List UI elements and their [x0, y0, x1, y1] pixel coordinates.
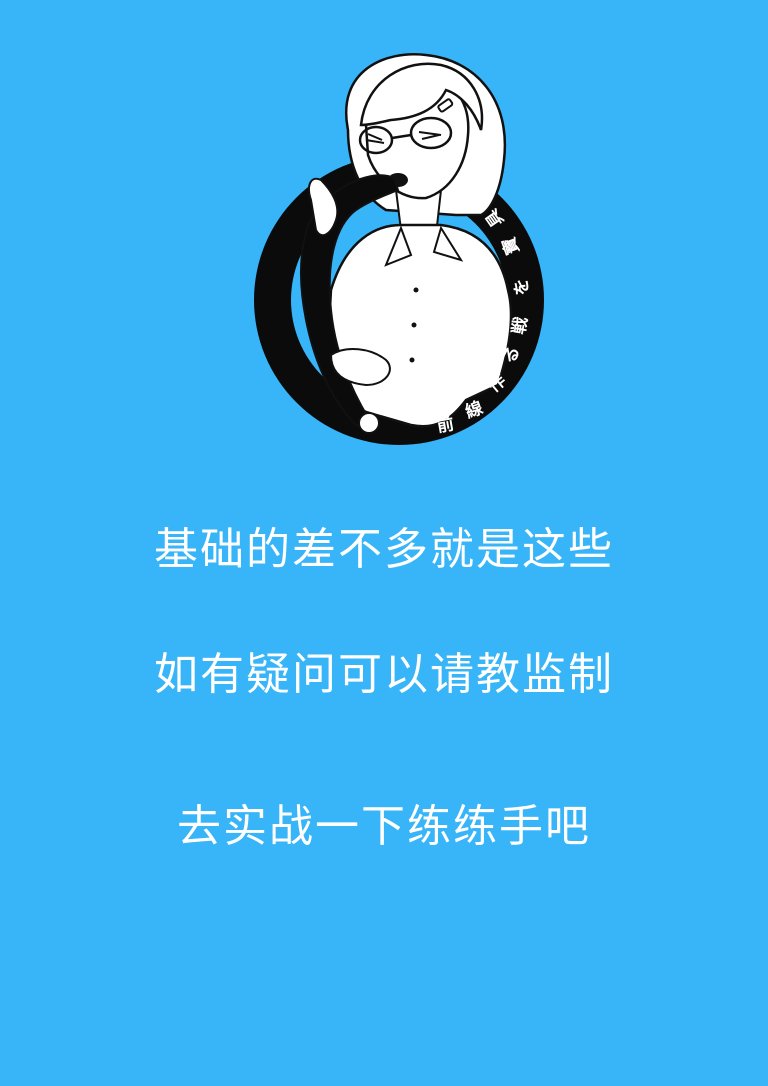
- ring-char-1: 前: [435, 413, 455, 437]
- glasses-left-lens: [358, 125, 394, 155]
- shirt-button-1: [413, 287, 419, 293]
- hair-clip: [437, 98, 454, 113]
- shirt-button-3: [409, 357, 415, 363]
- message-line-1: 基础的差不多就是这些: [154, 524, 614, 575]
- eye-right: [418, 131, 442, 140]
- hair-fringe: [359, 62, 484, 131]
- ring-char-6: を: [512, 278, 533, 297]
- ring-char-2: 線: [463, 397, 486, 423]
- message-line-2: 如有疑问可以请教监制: [154, 649, 614, 700]
- ring-char-7: 寶: [498, 234, 524, 257]
- tube-end-badge: [358, 412, 380, 434]
- collar-left: [384, 225, 413, 267]
- illustrated-girl-with-glasses-logo-icon: 前 線 作 る 戦 を 寶 具: [254, 53, 544, 445]
- ring-char-5: 戦: [508, 314, 532, 335]
- hand-right: [329, 348, 391, 387]
- collar-right: [432, 225, 464, 262]
- shirt-button-2: [411, 322, 417, 328]
- hand-left: [308, 177, 339, 237]
- eye-left: [365, 133, 385, 144]
- glasses-right-lens: [409, 116, 453, 150]
- message-line-3: 去实战一下练练手吧: [177, 801, 591, 852]
- glasses-bridge: [391, 133, 412, 140]
